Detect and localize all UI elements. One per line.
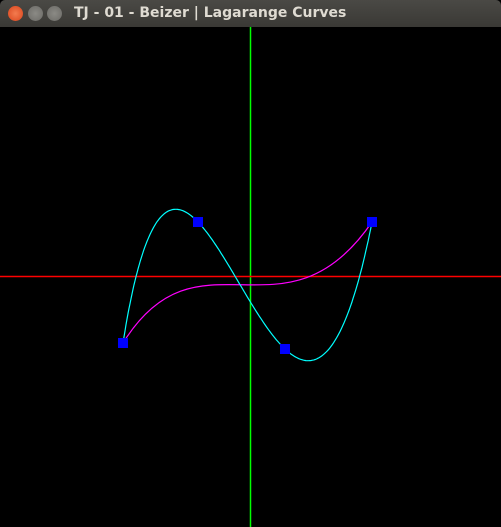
window-title: TJ - 01 - Beizer | Lagarange Curves [74, 5, 347, 21]
close-button[interactable] [8, 6, 23, 21]
minimize-button[interactable] [28, 6, 43, 21]
maximize-button[interactable] [47, 6, 62, 21]
bezier-curve [122, 221, 373, 344]
gl-canvas [0, 27, 501, 527]
title-bar: TJ - 01 - Beizer | Lagarange Curves [0, 0, 501, 27]
control-point [367, 217, 377, 227]
control-point [280, 344, 290, 354]
control-point [118, 338, 128, 348]
lagrange-curve [122, 208, 373, 362]
control-point [193, 217, 203, 227]
